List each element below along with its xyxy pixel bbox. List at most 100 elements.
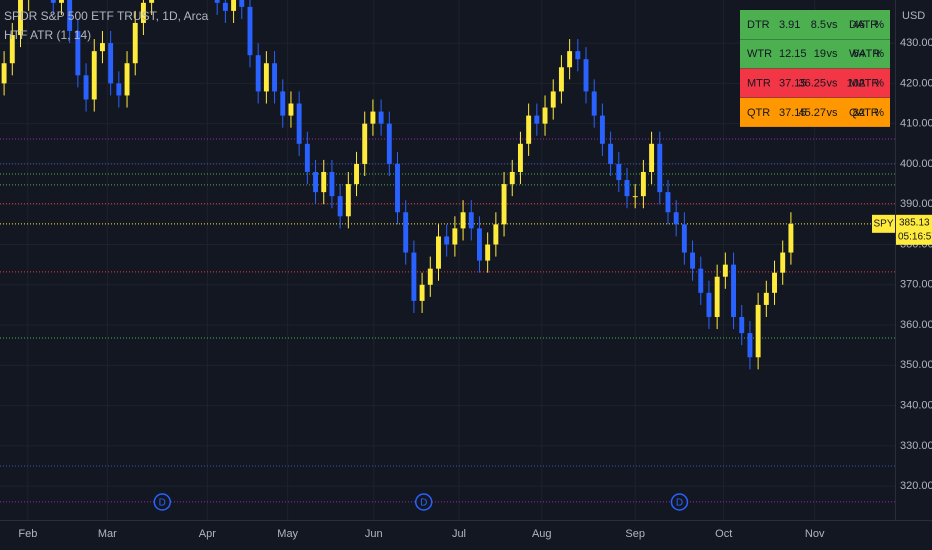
candle-body — [18, 0, 23, 36]
table-cell: vs — [827, 48, 839, 60]
y-tick-label: 410.00 — [900, 118, 932, 130]
candle-body — [468, 212, 474, 229]
table-row — [740, 39, 890, 69]
candle-body — [403, 212, 409, 253]
candle-body — [427, 268, 433, 285]
candle-body — [222, 2, 228, 11]
table-cell: 37.15 — [779, 78, 807, 90]
candle-body — [321, 171, 327, 193]
candle-body — [67, 0, 73, 32]
table-cell: WTR — [747, 48, 772, 60]
x-tick-label: Jul — [452, 528, 466, 540]
candle-body — [304, 143, 310, 172]
candle-body — [280, 91, 286, 116]
candle-body — [108, 43, 114, 84]
candle-body — [460, 212, 466, 229]
table-cell: 12.15 — [779, 48, 807, 60]
price-label: 385.13 — [899, 217, 930, 228]
y-tick-label: 350.00 — [900, 359, 932, 371]
candle-body — [722, 264, 728, 277]
price-badge — [896, 214, 932, 245]
y-tick-label: 400.00 — [900, 158, 932, 170]
candle-body — [75, 31, 81, 76]
y-tick-label: 340.00 — [900, 400, 932, 412]
dividend-label: D — [676, 498, 683, 509]
table-cell: 102 — [847, 78, 865, 90]
candle-body — [444, 236, 450, 245]
table-row — [740, 68, 890, 98]
x-tick-label: Oct — [715, 528, 732, 540]
candle-body — [624, 180, 630, 197]
table-cell: QATR — [849, 107, 879, 119]
table-cell: 8.5 — [811, 19, 826, 31]
y-tick-label: 360.00 — [900, 319, 932, 331]
x-tick-label: Feb — [18, 528, 37, 540]
table-cell: 36.25 — [798, 78, 826, 90]
candle-body — [452, 228, 458, 245]
symbol-label: SPY — [873, 218, 893, 229]
candle-body — [657, 143, 663, 193]
candle-body — [50, 0, 56, 3]
currency: USD — [902, 10, 925, 22]
candle-body — [567, 51, 573, 68]
candle-body — [59, 0, 64, 3]
table-cell: DTR — [747, 19, 770, 31]
candle-body — [731, 264, 736, 317]
candle-body — [116, 83, 122, 96]
table-row — [740, 10, 890, 39]
table-cell: 45.27 — [798, 107, 826, 119]
candle-body — [149, 0, 155, 3]
candle-body — [681, 224, 687, 253]
table-cell: vs — [827, 19, 839, 31]
candles — [1, 0, 794, 370]
candle-body — [263, 63, 269, 92]
candle-body — [436, 236, 441, 269]
candle-body — [714, 276, 720, 317]
candle-body — [509, 171, 515, 185]
candle-body — [83, 75, 89, 100]
candle-body — [616, 163, 622, 181]
table-cell: MATR — [849, 78, 879, 90]
candle-body — [493, 224, 499, 245]
candle-body — [755, 304, 761, 358]
candle-body — [477, 228, 482, 261]
table-cell: vs — [827, 107, 839, 119]
candle-body — [91, 51, 97, 100]
candle-body — [534, 115, 540, 124]
candle-body — [591, 91, 597, 116]
candle-body — [649, 143, 655, 172]
table-cell: 19 — [814, 48, 826, 60]
candle-body — [599, 115, 605, 144]
candle-body — [313, 171, 319, 193]
candle-body — [747, 333, 753, 358]
x-tick-label: Sep — [625, 528, 645, 540]
candle-body — [673, 212, 679, 225]
y-tick-label: 370.00 — [900, 279, 932, 291]
candle-body — [665, 192, 671, 213]
candle-body — [9, 35, 15, 64]
table-row — [740, 97, 890, 127]
candle-body — [140, 2, 146, 23]
overlay: D D D DTR 3.91 vs DATR 8.5 46 % WTR 12.15 vs WATR 19 64… — [153, 10, 890, 511]
table-cell: vs — [827, 78, 839, 90]
candle-body — [542, 107, 548, 124]
candle-body — [239, 0, 245, 7]
candle-body — [1, 63, 7, 84]
candle-body — [214, 0, 220, 3]
candle-body — [99, 43, 105, 52]
table-cell: % — [874, 78, 884, 90]
candle-body — [690, 252, 696, 269]
table-cell: % — [874, 107, 884, 119]
candle-body — [558, 67, 564, 92]
candle-body — [772, 272, 777, 293]
x-tick-label: Jun — [365, 528, 383, 540]
candle-body — [763, 292, 769, 305]
symbol-badge — [872, 214, 895, 233]
candle-body — [788, 223, 794, 253]
candle-body — [485, 244, 491, 261]
candle-body — [337, 196, 343, 217]
y-tick-label: 330.00 — [900, 440, 932, 452]
dividend-label: D — [420, 498, 427, 509]
table-cell: WATR — [849, 48, 880, 60]
